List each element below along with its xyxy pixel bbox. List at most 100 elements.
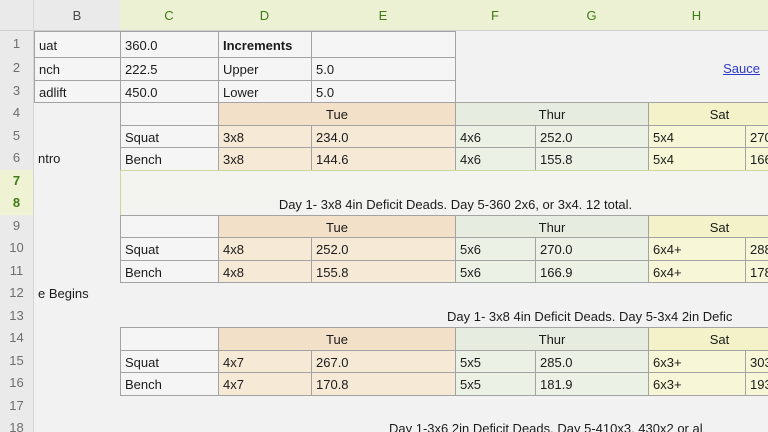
column-header-G[interactable]: G (535, 0, 648, 31)
cell-C11[interactable]: Bench (120, 259, 219, 283)
day-header-sat-1[interactable]: Sat (648, 102, 768, 126)
sauce-link[interactable]: Sauce (723, 61, 760, 76)
cell-D1[interactable]: Increments (218, 31, 312, 58)
day-header-thur-1[interactable]: Thur (455, 102, 649, 126)
row-header-17[interactable]: 17 (0, 394, 34, 417)
cell-G5[interactable]: 252.0 (535, 124, 649, 148)
row-header-7[interactable]: 7 (0, 169, 34, 192)
cell-F16[interactable]: 5x5 (455, 372, 536, 396)
cell-G15[interactable]: 285.0 (535, 349, 649, 373)
cell-H16[interactable]: 6x3+ (648, 372, 746, 396)
cell-E16[interactable]: 170.8 (311, 372, 456, 396)
note-cycle-2: Day 1- 3x8 4in Deficit Deads. Day 5-3x4 … (447, 308, 733, 324)
cell-E6[interactable]: 144.6 (311, 147, 456, 171)
day-header-sat-3[interactable]: Sat (648, 327, 768, 351)
cell-E1[interactable] (311, 31, 456, 58)
day-header-tue-3[interactable]: Tue (218, 327, 456, 351)
cell-G11[interactable]: 166.9 (535, 259, 649, 283)
cell-D6[interactable]: 3x8 (218, 147, 312, 171)
column-header-F[interactable]: F (455, 0, 535, 31)
cell-F11[interactable]: 5x6 (455, 259, 536, 283)
row-header-2[interactable]: 2 (0, 57, 34, 80)
row-header-16[interactable]: 16 (0, 372, 34, 395)
cell-I5[interactable]: 270 (745, 124, 768, 148)
cell-B12[interactable]: e Begins (38, 286, 89, 301)
column-header-D[interactable]: D (218, 0, 311, 31)
row-header-13[interactable]: 13 (0, 304, 34, 327)
cell-C10[interactable]: Squat (120, 237, 219, 261)
row-header-5[interactable]: 5 (0, 124, 34, 147)
cell-H5[interactable]: 5x4 (648, 124, 746, 148)
day-header-tue-2[interactable]: Tue (218, 214, 456, 238)
cell-D5[interactable]: 3x8 (218, 124, 312, 148)
cell-C4[interactable] (120, 102, 219, 126)
row-header-11[interactable]: 11 (0, 259, 34, 282)
day-header-thur-2[interactable]: Thur (455, 214, 649, 238)
cell-C16[interactable]: Bench (120, 372, 219, 396)
row-header-6[interactable]: 6 (0, 147, 34, 170)
cell-E2[interactable]: 5.0 (311, 57, 456, 81)
cell-B3[interactable]: adlift (34, 79, 121, 103)
row-header-3[interactable]: 3 (0, 79, 34, 102)
cell-I11[interactable]: 178 (745, 259, 768, 283)
cell-E5[interactable]: 234.0 (311, 124, 456, 148)
cell-H15[interactable]: 6x3+ (648, 349, 746, 373)
column-header-H[interactable]: H (648, 0, 745, 31)
column-header-clipped[interactable] (745, 0, 768, 31)
cell-H6[interactable]: 5x4 (648, 147, 746, 171)
cell-D16[interactable]: 4x7 (218, 372, 312, 396)
cell-B6[interactable]: ntro (38, 151, 61, 166)
cell-C2[interactable]: 222.5 (120, 57, 219, 81)
cell-H10[interactable]: 6x4+ (648, 237, 746, 261)
cell-F10[interactable]: 5x6 (455, 237, 536, 261)
cell-I15[interactable]: 303 (745, 349, 768, 373)
row-header-12[interactable]: 12 (0, 282, 34, 305)
cell-E15[interactable]: 267.0 (311, 349, 456, 373)
cell-I10[interactable]: 288 (745, 237, 768, 261)
cell-G10[interactable]: 270.0 (535, 237, 649, 261)
cell-H11[interactable]: 6x4+ (648, 259, 746, 283)
cell-F6[interactable]: 4x6 (455, 147, 536, 171)
cell-C14[interactable] (120, 327, 219, 351)
cell-C6[interactable]: Bench (120, 147, 219, 171)
column-header-E[interactable]: E (311, 0, 455, 31)
cell-D15[interactable]: 4x7 (218, 349, 312, 373)
day-header-sat-2[interactable]: Sat (648, 214, 768, 238)
column-header-B[interactable]: B (34, 0, 120, 31)
cell-C15[interactable]: Squat (120, 349, 219, 373)
row-header-14[interactable]: 14 (0, 327, 34, 350)
cell-G16[interactable]: 181.9 (535, 372, 649, 396)
cell-D3[interactable]: Lower (218, 79, 312, 103)
cell-C5[interactable]: Squat (120, 124, 219, 148)
cell-G6[interactable]: 155.8 (535, 147, 649, 171)
select-all-corner[interactable] (0, 0, 34, 31)
row-header-9[interactable]: 9 (0, 214, 34, 237)
cell-F15[interactable]: 5x5 (455, 349, 536, 373)
selected-note-cell[interactable]: Day 1- 3x8 4in Deficit Deads. Day 5-360 … (120, 169, 768, 216)
cell-E3[interactable]: 5.0 (311, 79, 456, 103)
day-header-tue-1[interactable]: Tue (218, 102, 456, 126)
row-header-8[interactable]: 8 (0, 192, 34, 215)
row-header-15[interactable]: 15 (0, 349, 34, 372)
cell-D11[interactable]: 4x8 (218, 259, 312, 283)
cell-F5[interactable]: 4x6 (455, 124, 536, 148)
cell-C1[interactable]: 360.0 (120, 31, 219, 58)
cell-E10[interactable]: 252.0 (311, 237, 456, 261)
cell-B1[interactable]: uat (34, 31, 121, 58)
cell-C3[interactable]: 450.0 (120, 79, 219, 103)
cell-I16[interactable]: 193 (745, 372, 768, 396)
column-header-C[interactable]: C (120, 0, 218, 31)
row-header-1[interactable]: 1 (0, 31, 34, 57)
cell-I6[interactable]: 166 (745, 147, 768, 171)
row-header-10[interactable]: 10 (0, 237, 34, 260)
cell-D2[interactable]: Upper (218, 57, 312, 81)
cell-D10[interactable]: 4x8 (218, 237, 312, 261)
row-header-4[interactable]: 4 (0, 102, 34, 125)
cell-E11[interactable]: 155.8 (311, 259, 456, 283)
cell-C9[interactable] (120, 214, 219, 238)
note-cycle-3: Day 1-3x6 2in Deficit Deads. Day 5-410x3… (389, 421, 703, 432)
row-header-18[interactable]: 18 (0, 417, 34, 432)
day-header-thur-3[interactable]: Thur (455, 327, 649, 351)
cell-B2[interactable]: nch (34, 57, 121, 81)
